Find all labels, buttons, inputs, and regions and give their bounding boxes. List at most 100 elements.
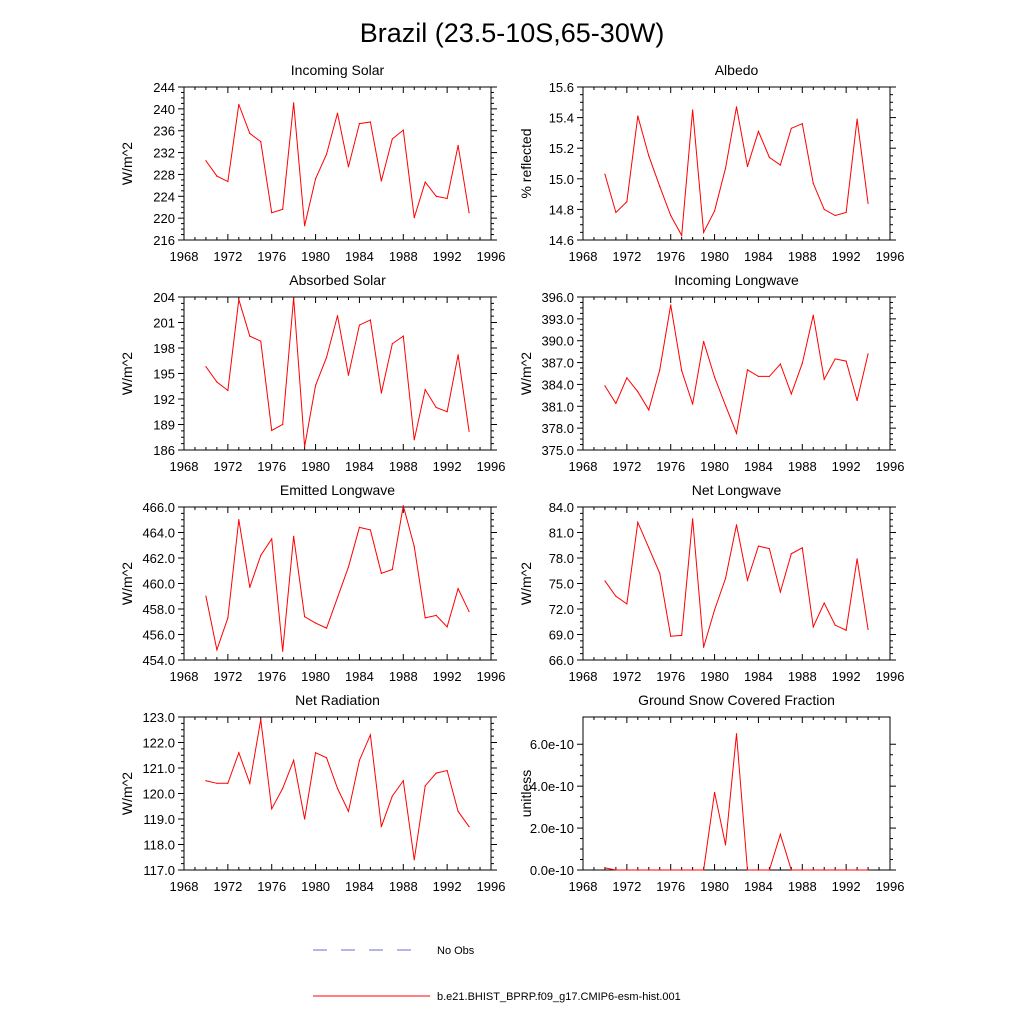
data-point [779,164,781,166]
y-tick-label: 244 [153,80,175,95]
y-tick-label: 189 [153,418,175,433]
data-point [757,130,760,132]
panel-title: Absorbed Solar [289,272,386,288]
data-point [867,353,869,355]
x-tick-label: 1996 [477,249,506,264]
data-point [681,869,683,871]
data-point [604,385,606,387]
x-tick-label: 1988 [788,879,817,894]
data-point [413,216,415,219]
data-point [834,624,836,626]
data-point [757,375,760,378]
data-point [435,614,437,616]
x-tick-label: 1968 [170,459,199,474]
x-tick-label: 1972 [612,459,641,474]
x-tick-label: 1992 [433,249,462,264]
y-tick-label: 4.0e-10 [530,779,574,794]
data-point [249,782,251,784]
data-point [314,622,317,624]
y-tick-label: 381.0 [541,399,574,414]
data-point [369,121,371,123]
plot-frame [582,86,891,241]
data-point [435,406,437,409]
data-point [637,521,639,523]
data-point [735,524,738,526]
x-tick-label: 1988 [389,459,418,474]
x-tick-label: 1968 [569,459,598,474]
data-point [626,377,628,379]
data-point [446,769,448,772]
x-tick-label: 1976 [257,459,286,474]
data-point [746,369,749,371]
data-point [768,375,770,378]
data-point [812,314,814,316]
y-tick-label: 458.0 [142,602,175,617]
x-tick-label: 1984 [345,879,374,894]
data-point [227,617,229,619]
data-point [380,826,382,828]
data-point [304,446,306,448]
y-tick-label: 15.0 [549,172,574,187]
plot-frame [183,506,492,661]
x-tick-label: 1976 [656,459,685,474]
x-tick-label: 1972 [612,879,641,894]
data-point [604,580,606,582]
x-tick-label: 1988 [788,459,817,474]
x-tick-label: 1972 [213,669,242,684]
data-point [812,626,814,628]
data-point [856,399,858,402]
series-line [604,304,869,436]
data-point [735,106,738,108]
data-point [380,572,382,574]
data-point [227,782,229,784]
data-point [867,628,869,631]
data-point [823,378,825,380]
x-tick-label: 1968 [569,669,598,684]
x-tick-label: 1992 [433,669,462,684]
x-tick-label: 1972 [612,249,641,264]
y-tick-label: 387.0 [541,356,574,371]
x-tick-label: 1992 [433,459,462,474]
series-line [205,505,470,652]
data-point [325,627,328,629]
data-point [369,529,371,531]
data-point [681,634,683,636]
data-point [648,547,650,549]
series-line [604,518,869,648]
panel-title: Ground Snow Covered Fraction [638,692,835,708]
x-tick-label: 1996 [477,669,506,684]
data-point [380,180,382,182]
x-tick-label: 1996 [876,459,905,474]
y-tick-label: 195 [153,367,175,382]
data-point [659,369,661,371]
data-point [271,808,273,810]
data-point [238,298,240,301]
x-tick-label: 1976 [656,879,685,894]
y-tick-label: 6.0e-10 [530,737,574,752]
data-point [779,363,781,365]
data-point [304,818,306,820]
data-point [446,411,448,413]
panel-title: Incoming Solar [291,62,385,78]
panel-8: Ground Snow Covered Fraction unitless 1968… [518,692,904,894]
data-point [271,538,273,540]
x-tick-label: 1992 [433,879,462,894]
x-tick-label: 1984 [744,879,773,894]
x-tick-label: 1996 [477,459,506,474]
y-tick-label: 15.4 [549,111,574,126]
data-point [282,787,284,790]
y-tick-label: 460.0 [142,577,175,592]
data-point [790,553,792,555]
data-point [424,389,426,391]
x-tick-label: 1976 [656,249,685,264]
data-point [358,324,361,326]
figure-title: Brazil (23.5-10S,65-30W) [360,18,665,48]
data-point [604,867,606,869]
x-tick-label: 1992 [832,669,861,684]
data-point [216,782,218,784]
data-point [790,393,792,395]
data-point [845,629,847,631]
y-tick-label: 72.0 [549,602,574,617]
panel-title: Net Longwave [692,482,782,498]
